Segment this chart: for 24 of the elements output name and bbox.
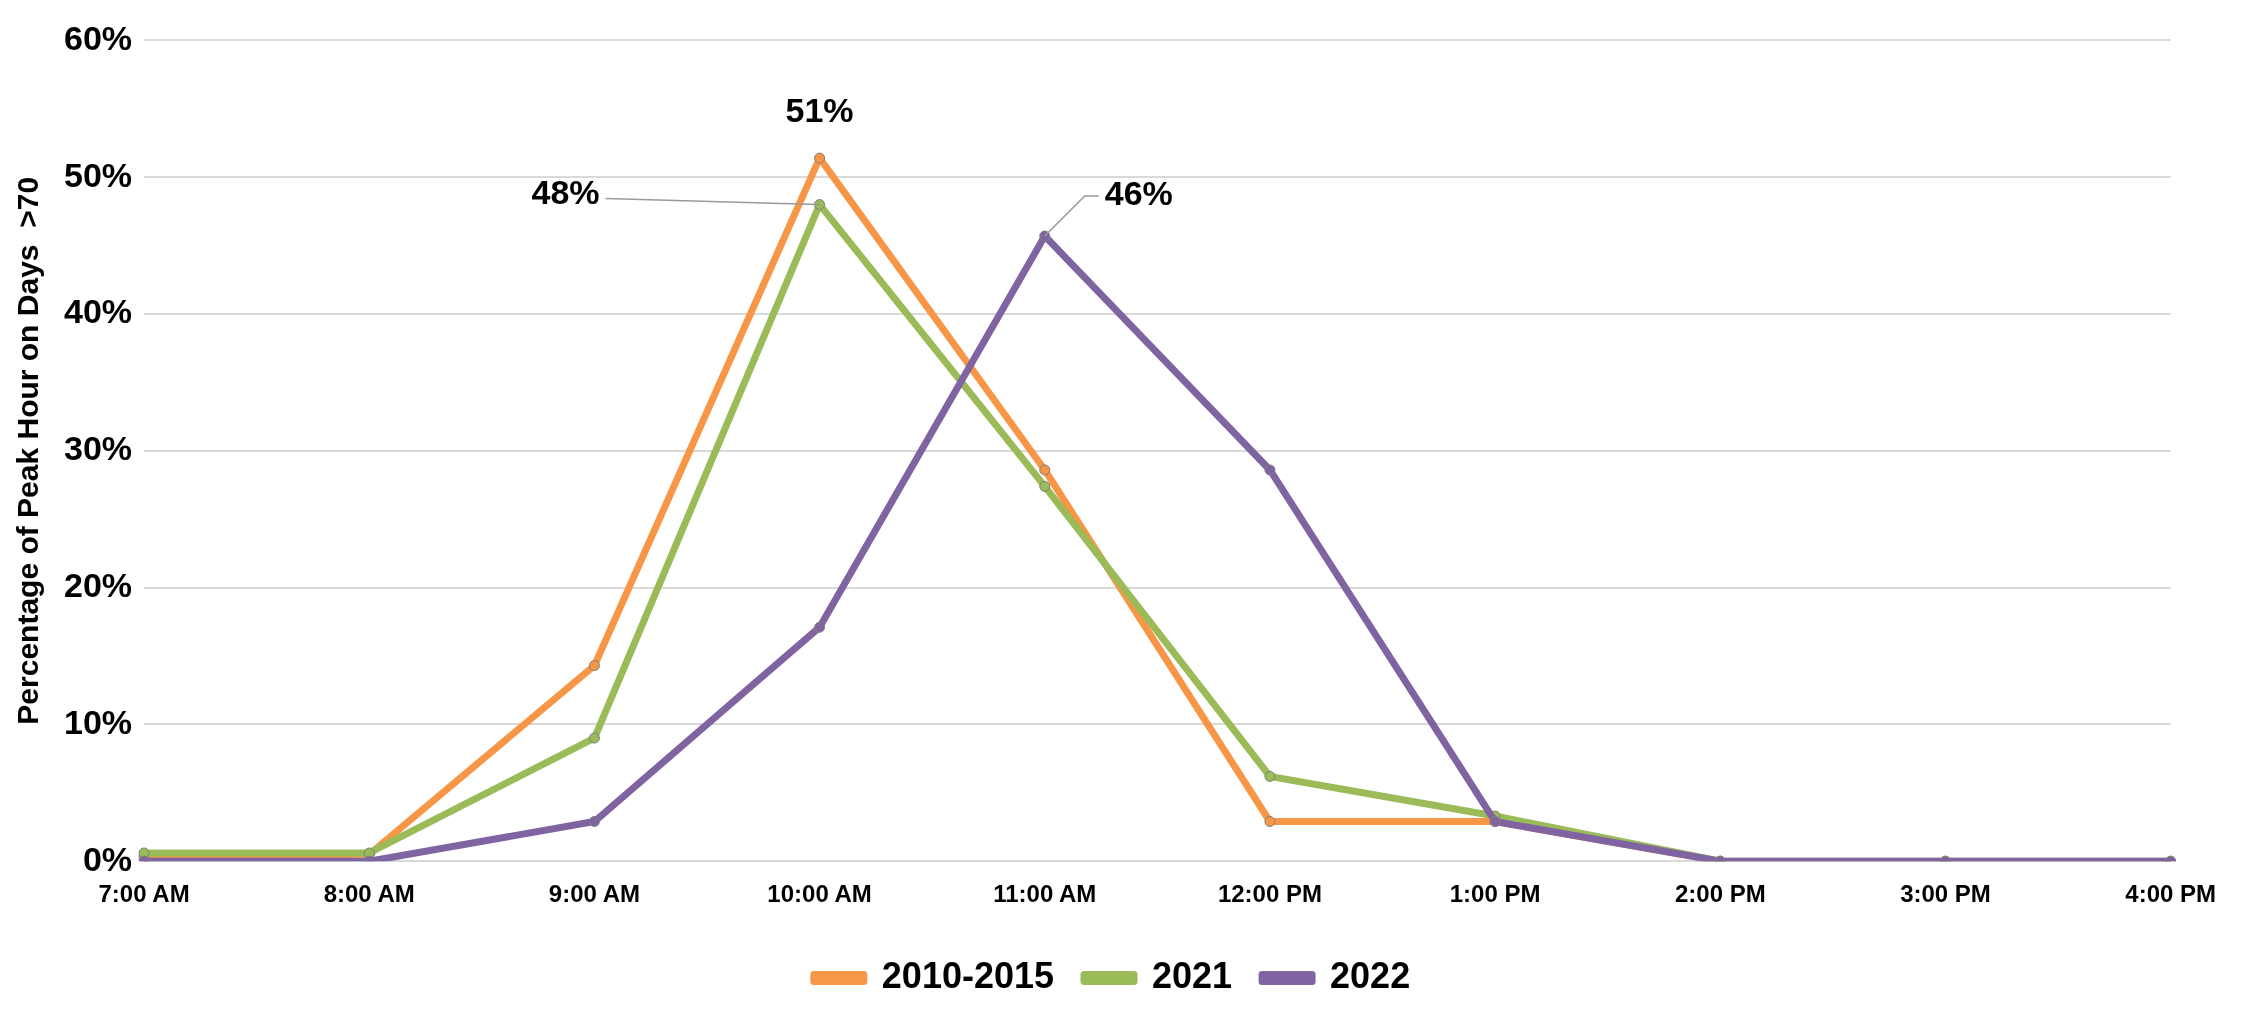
data-label: 51%	[785, 91, 854, 130]
x-tick-label: 1:00 PM	[1449, 880, 1541, 908]
y-tick-label: 20%	[63, 565, 133, 604]
x-tick-label: 4:00 PM	[2125, 880, 2216, 908]
legend-label: 2010-2015	[881, 954, 1055, 996]
legend-label: 2021	[1151, 954, 1233, 996]
x-tick-label: 8:00 AM	[323, 880, 415, 908]
data-label: 48%	[531, 172, 600, 211]
y-axis-title: Percentage of Peak Hour on Days >70	[11, 176, 45, 725]
y-tick-label: 10%	[63, 702, 133, 741]
y-tick-label: 40%	[63, 292, 133, 331]
x-tick-label: 12:00 PM	[1217, 880, 1322, 908]
legend-label: 2022	[1330, 954, 1411, 996]
x-tick-label: 2:00 PM	[1674, 880, 1766, 908]
x-tick-label: 3:00 PM	[1900, 880, 1991, 908]
data-label: 46%	[1104, 174, 1173, 213]
x-tick-label: 10:00 AM	[767, 880, 872, 908]
y-tick-label: 60%	[63, 18, 133, 57]
y-tick-label: 30%	[63, 429, 133, 468]
x-tick-label: 9:00 AM	[548, 880, 640, 908]
x-tick-label: 7:00 AM	[98, 880, 190, 908]
x-tick-label: 11:00 AM	[993, 880, 1097, 908]
y-tick-label: 50%	[63, 155, 133, 194]
y-tick-label: 0%	[82, 839, 133, 878]
